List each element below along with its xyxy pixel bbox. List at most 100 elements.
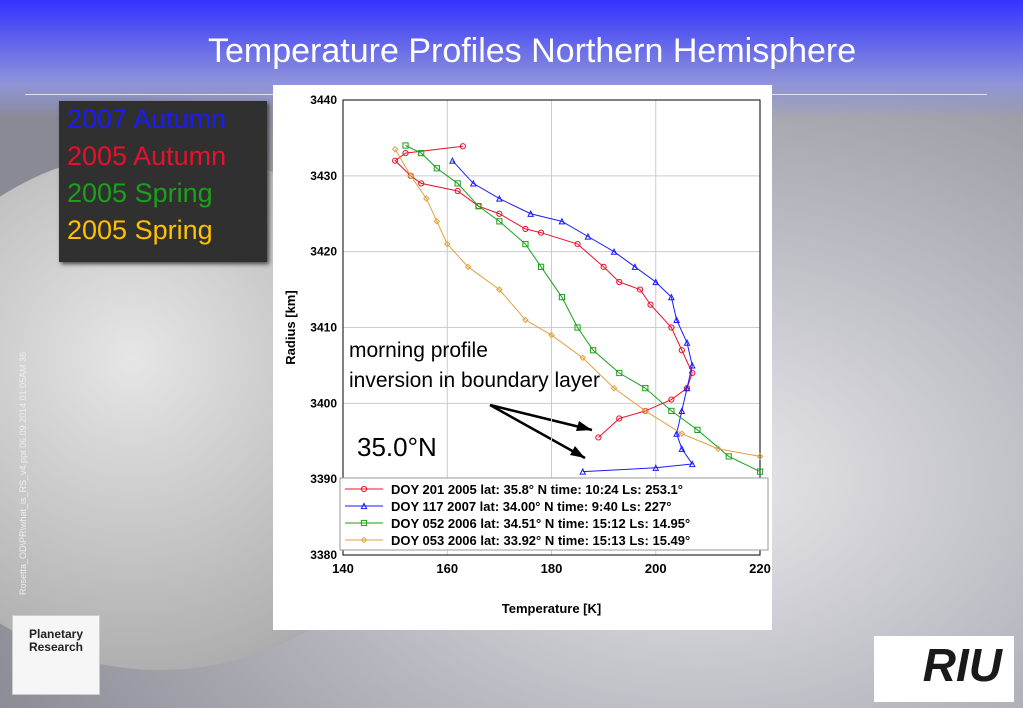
chart: 140 160 180 200 220 3380 3390 3400 3410 3420 3430 3…: [273, 85, 772, 630]
marker: [668, 324, 675, 331]
marker: [668, 407, 675, 415]
series-line: [452, 160, 694, 473]
marker: [574, 324, 581, 331]
marker: [616, 278, 623, 286]
marker: [590, 347, 597, 354]
marker: [694, 426, 701, 433]
marker: [683, 338, 691, 346]
key-entry: 2007 Autumn: [67, 104, 227, 134]
legend-label: DOY 052 2006 lat: 34.51° N time: 15:12 L…: [391, 516, 690, 531]
marker: [558, 294, 566, 301]
key-entry: 2005 Spring: [67, 215, 213, 245]
marker: [579, 354, 587, 362]
marker: [469, 179, 477, 187]
marker: [678, 430, 686, 437]
marker: [433, 165, 440, 172]
marker: [454, 180, 461, 187]
marker: [391, 145, 399, 153]
plot-frame: [342, 99, 761, 556]
x-tick-label: 140: [332, 561, 354, 576]
marker: [360, 502, 368, 510]
marker: [688, 460, 696, 468]
y-tick-label: 3380: [310, 548, 337, 562]
y-tick-label: 3420: [310, 245, 337, 259]
series-line: [394, 145, 693, 438]
marker: [725, 453, 732, 460]
marker: [407, 172, 415, 180]
marker: [527, 210, 535, 217]
marker: [433, 218, 441, 225]
marker: [537, 263, 545, 270]
x-tick-label: 220: [749, 561, 771, 576]
marker: [683, 384, 691, 392]
y-tick-label: 3440: [310, 93, 337, 107]
marker: [496, 210, 503, 217]
marker: [522, 240, 529, 248]
marker: [610, 384, 618, 392]
marker: [579, 467, 587, 475]
marker: [714, 445, 722, 453]
marker: [454, 187, 461, 195]
annotation: 35.0°N: [357, 432, 437, 462]
x-tick-label: 160: [436, 561, 458, 576]
annotation: morning profile: [349, 339, 488, 362]
y-tick-label: 3400: [310, 396, 337, 410]
marker: [360, 519, 368, 527]
footer-text: Rosetta_OD\PR\what_is_RS_v4.ppt 06.09.20…: [18, 351, 28, 595]
x-axis-title: Temperature [K]: [502, 601, 601, 616]
marker: [495, 194, 503, 202]
marker: [668, 396, 675, 403]
logo-planetary: Planetary Research: [12, 615, 100, 695]
marker: [600, 263, 607, 270]
x-tick-label: 200: [645, 561, 667, 576]
y-axis-title: Radius [km]: [283, 290, 298, 364]
marker: [631, 263, 639, 270]
arrow: [489, 403, 593, 432]
marker: [522, 316, 529, 324]
y-tick-label: 3430: [310, 169, 337, 183]
arrow-head: [570, 446, 585, 458]
marker: [647, 301, 654, 308]
x-tick-label: 180: [541, 561, 563, 576]
marker: [496, 286, 503, 293]
key-entry: 2005 Autumn: [67, 141, 227, 171]
marker: [688, 361, 696, 369]
logo-text: Planetary: [28, 627, 84, 641]
marker: [616, 369, 623, 377]
marker: [584, 232, 592, 240]
marker: [610, 247, 618, 255]
annotation: inversion in boundary layer: [349, 369, 600, 392]
marker: [522, 225, 529, 233]
marker: [678, 347, 685, 354]
marker: [637, 286, 644, 293]
marker: [496, 218, 503, 225]
marker: [464, 263, 472, 271]
marker: [756, 453, 764, 460]
marker: [443, 240, 451, 248]
marker: [642, 385, 649, 392]
slide-title: Temperature Profiles Northern Hemisphere: [208, 32, 857, 70]
marker: [423, 195, 430, 202]
marker: [360, 485, 368, 493]
marker: [673, 429, 681, 437]
marker: [558, 217, 566, 225]
logo-text: Research: [28, 640, 84, 654]
marker: [537, 229, 545, 236]
marker: [402, 142, 409, 149]
marker: [652, 464, 660, 471]
marker: [673, 316, 681, 324]
legend-label: DOY 201 2005 lat: 35.8° N time: 10:24 Ls…: [391, 482, 683, 497]
marker: [678, 445, 686, 452]
marker: [595, 434, 602, 441]
legend-label: DOY 053 2006 lat: 33.92° N time: 15:13 L…: [391, 533, 690, 548]
marker: [574, 240, 581, 248]
marker: [667, 293, 675, 301]
series-line: [405, 145, 761, 473]
marker: [642, 407, 649, 415]
marker: [449, 156, 456, 164]
legend-box: [339, 477, 769, 551]
y-tick-label: 3410: [310, 321, 337, 335]
marker: [548, 331, 555, 339]
season-key: 2007 Autumn 2005 Autumn 2005 Spring 2005 Sp…: [59, 101, 267, 262]
